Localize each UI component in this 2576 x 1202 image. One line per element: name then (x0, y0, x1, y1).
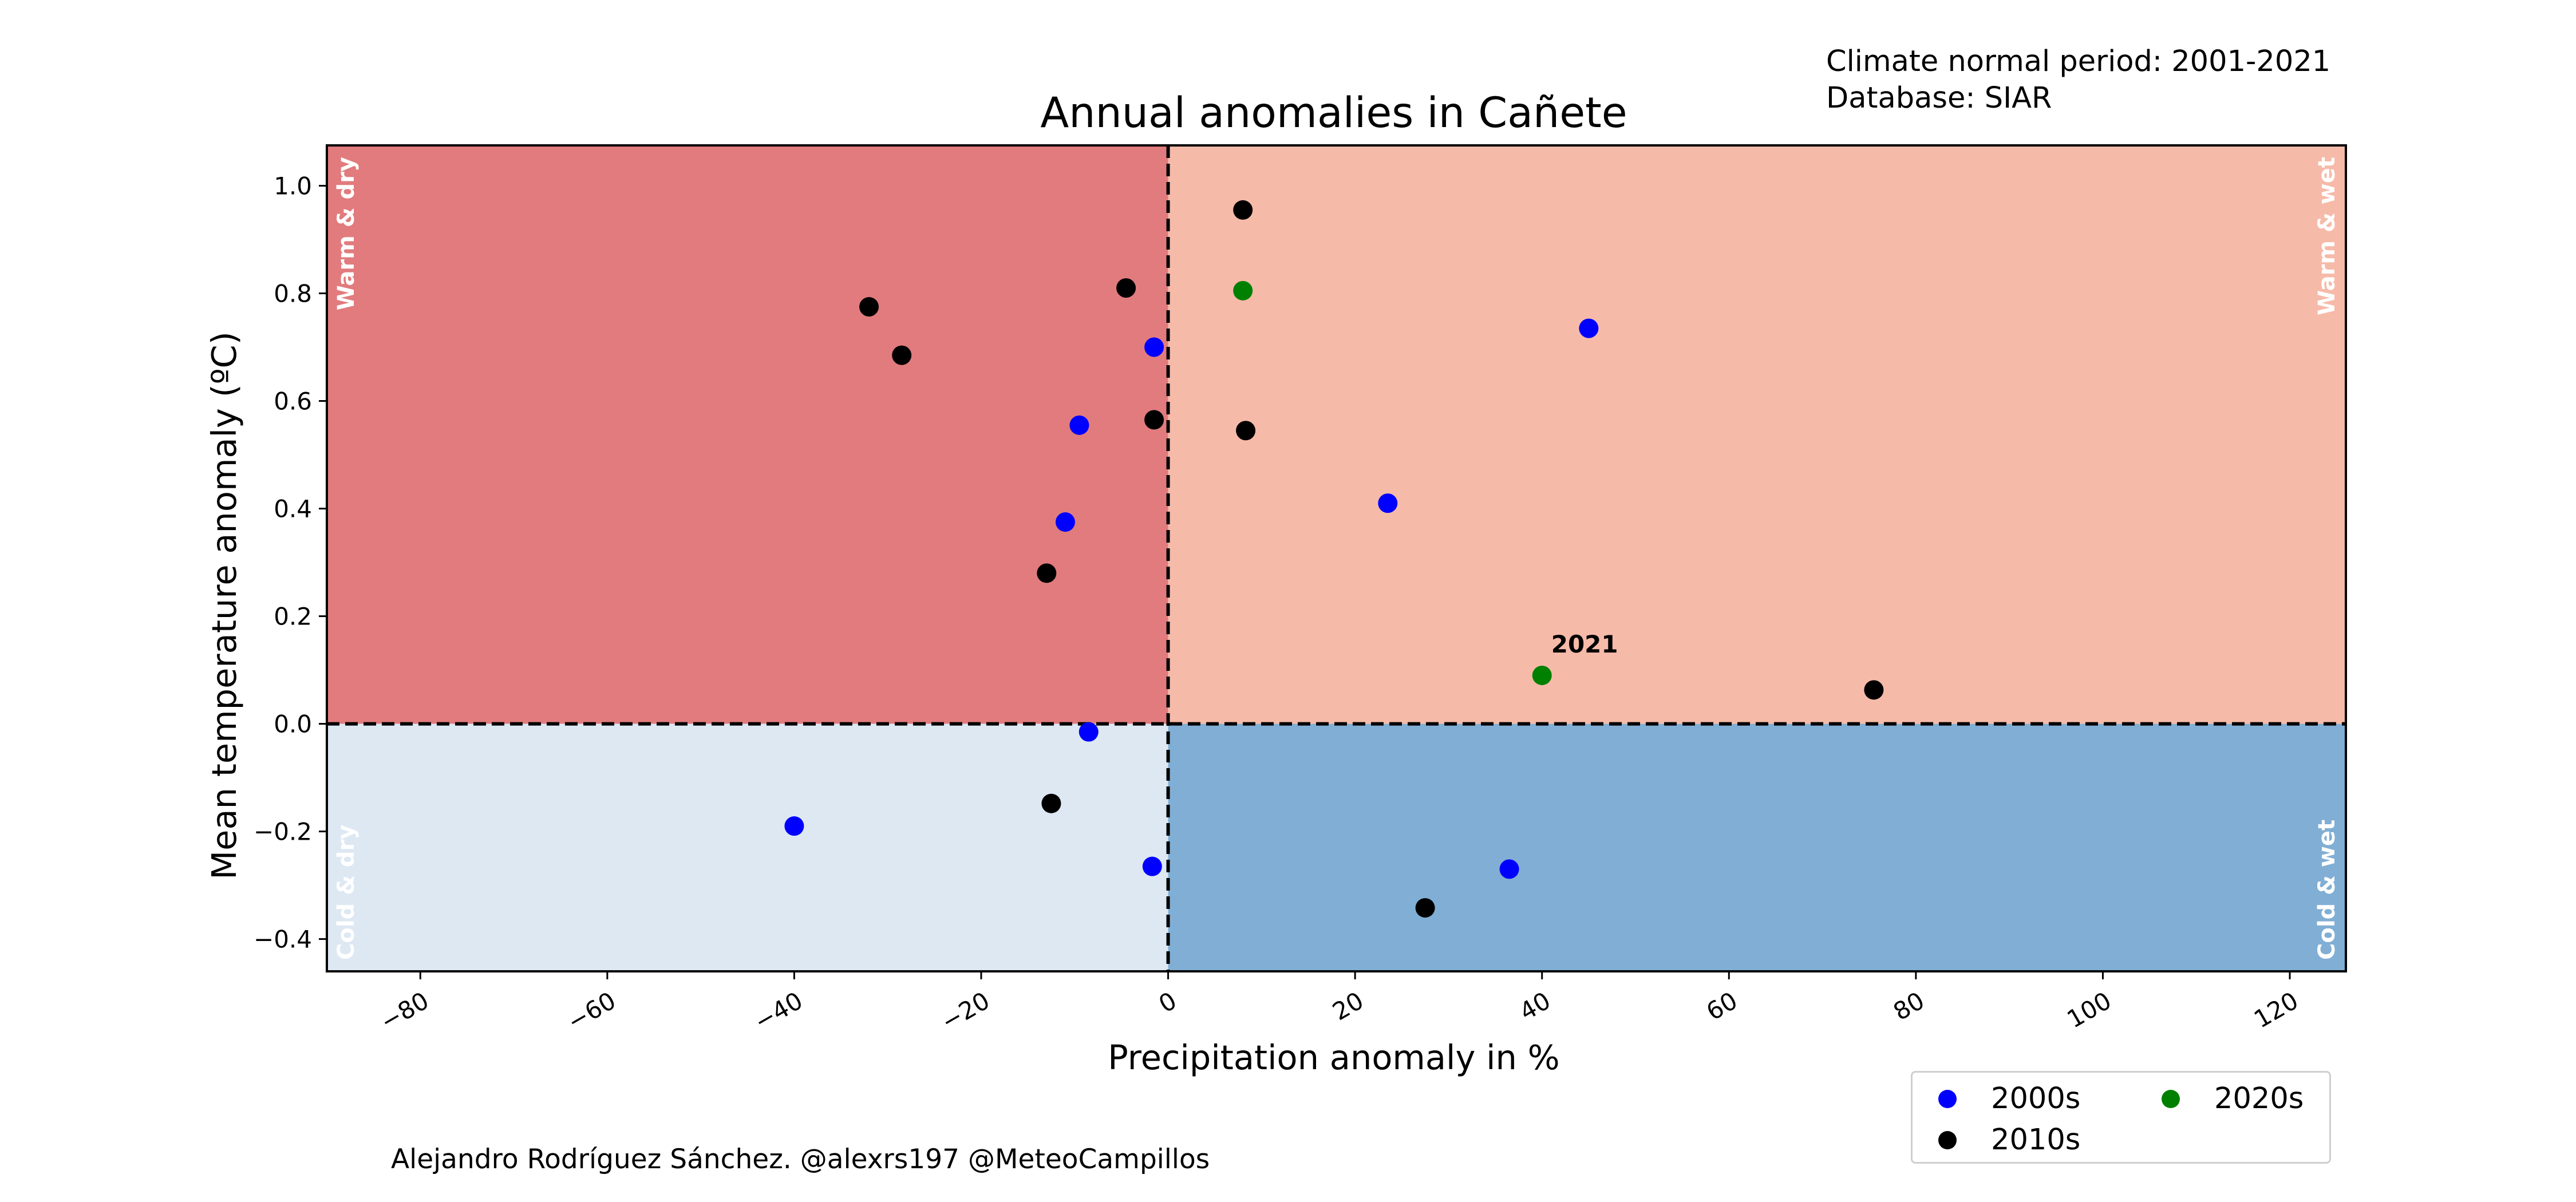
x-tick-label: 40 (1515, 986, 1555, 1026)
y-tick-label: −0.4 (254, 926, 312, 954)
data-point-2010s (1041, 793, 1061, 813)
data-point-2010s (1236, 421, 1256, 441)
quadrant-label-cold-dry: Cold & dry (333, 825, 359, 960)
x-axis-label: Precipitation anomaly in % (1108, 1038, 1559, 1077)
quadrant-backgrounds (327, 145, 2346, 971)
data-point-2010s (1864, 680, 1884, 700)
legend-label: 2000s (1991, 1082, 2081, 1116)
x-tick-label: −20 (937, 986, 994, 1036)
legend-marker (1938, 1089, 1957, 1108)
x-tick-label: −40 (749, 986, 807, 1036)
data-point-2000s (1579, 318, 1599, 338)
author-credit: Alejandro Rodríguez Sánchez. @alexrs197 … (391, 1144, 1210, 1175)
x-tick-label: 120 (2249, 986, 2303, 1034)
y-tick-label: 0.8 (274, 280, 312, 308)
data-point-2010s (1415, 898, 1435, 918)
x-tick-label: −60 (563, 986, 621, 1036)
x-tick-label: 80 (1888, 986, 1929, 1026)
legend-marker (1938, 1130, 1957, 1149)
y-tick-label: 0.4 (274, 495, 312, 523)
data-points (784, 200, 1884, 918)
database-label: Database: SIAR (1826, 81, 2052, 115)
data-point-2000s (1142, 856, 1162, 876)
legend-item-2000s: 2000s (1913, 1082, 2080, 1116)
quadrant-labels: Warm & dry Warm & wet Cold & dry Cold & wet (333, 157, 2340, 960)
x-tick-label: 20 (1327, 986, 1368, 1026)
x-tick-label: 0 (1154, 986, 1182, 1018)
data-point-2010s (1233, 200, 1253, 220)
y-tick-label: 0.2 (274, 603, 312, 631)
data-point-2010s (859, 297, 879, 317)
y-tick-label: 0.0 (274, 710, 312, 738)
data-point-2000s (1055, 512, 1075, 532)
legend-item-2020s: 2020s (2136, 1082, 2304, 1116)
climate-normal-period: Climate normal period: 2001-2021 (1826, 45, 2331, 78)
y-tick-label: 1.0 (274, 172, 312, 200)
quadrant-label-warm-dry: Warm & dry (333, 157, 359, 310)
y-axis-label: Mean temperature anomaly (ºC) (204, 331, 244, 879)
quadrant-label-warm-wet: Warm & wet (2314, 157, 2340, 315)
quadrant-label-cold-wet: Cold & wet (2314, 820, 2340, 960)
data-point-2010s (892, 345, 912, 365)
quadrant-warm-dry (327, 145, 1168, 724)
data-point-2000s (1499, 859, 1519, 879)
data-point-2020s (1532, 665, 1552, 685)
data-point-2020s (1233, 280, 1253, 300)
quadrant-cold-wet (1168, 723, 2346, 971)
annotations: 2021 (1551, 630, 1618, 658)
quadrant-warm-wet (1168, 145, 2346, 724)
x-tick-label: 100 (2063, 986, 2116, 1034)
x-tick-label: −80 (376, 986, 433, 1036)
legend: 2000s 2010s 2020s (1911, 1071, 2331, 1164)
data-point-2000s (1144, 337, 1164, 357)
x-tick-label: 60 (1702, 986, 1743, 1026)
data-point-2000s (1078, 722, 1099, 742)
quadrant-cold-dry (327, 723, 1168, 971)
reference-lines (327, 145, 2346, 971)
annotation-label: 2021 (1551, 630, 1618, 658)
data-point-2000s (1069, 415, 1089, 435)
data-point-2010s (1144, 410, 1164, 430)
data-point-2000s (1378, 493, 1398, 513)
y-tick-label: 0.6 (274, 388, 312, 416)
chart-title: Annual anomalies in Cañete (1040, 89, 1627, 137)
plot-frame (326, 144, 2347, 972)
y-tick-label: −0.2 (254, 818, 312, 846)
legend-label: 2010s (1991, 1123, 2081, 1157)
data-point-2000s (784, 816, 804, 836)
data-point-2010s (1116, 278, 1136, 298)
legend-label: 2020s (2214, 1082, 2304, 1116)
plot-border (326, 144, 2347, 972)
data-point-2010s (1037, 563, 1057, 583)
legend-marker (2162, 1089, 2180, 1108)
legend-item-2010s: 2010s (1913, 1123, 2080, 1157)
